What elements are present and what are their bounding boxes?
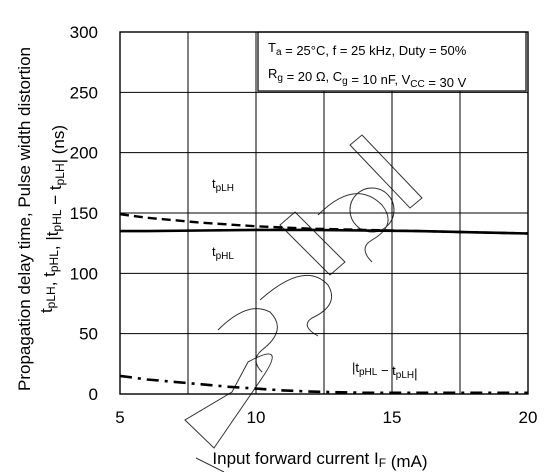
y-axis-title-line-2: tpLH, tpHL, |tpHL − tpLH| (ns) — [37, 125, 68, 313]
label-tplh: tpLH — [212, 176, 234, 194]
conditions-box — [257, 31, 527, 92]
y-tick-label: 0 — [89, 385, 98, 404]
series-group — [119, 213, 529, 395]
y-tick-label: 50 — [79, 325, 98, 344]
x-tick-label: 20 — [519, 408, 538, 427]
y-axis-title-line-1: Propagation delay time, Pulse width dist… — [15, 47, 34, 391]
conditions-line-1: Ta = 25°C, f = 25 kHz, Duty = 50% — [268, 40, 467, 58]
x-tick-label: 10 — [247, 408, 266, 427]
y-tick-labels: 0 50 100 150 200 250 300 — [70, 23, 98, 404]
y-tick-label: 200 — [70, 144, 98, 163]
label-tphl-minus-tplh: |tpHL − tpLH| — [352, 360, 418, 381]
label-tphl: tpHL — [212, 244, 234, 262]
y-tick-label: 300 — [70, 23, 98, 42]
plot-frame — [119, 31, 529, 395]
series-line-1 — [120, 228, 529, 235]
x-tick-label: 5 — [115, 408, 124, 427]
series-line-2 — [119, 374, 528, 395]
y-tick-label: 100 — [70, 264, 98, 283]
y-tick-label: 250 — [70, 83, 98, 102]
watermark — [184, 134, 423, 472]
y-tick-label: 150 — [70, 204, 98, 223]
x-axis-title: Input forward current IF (mA) — [212, 449, 427, 471]
conditions-line-2: Rg = 20 Ω, Cg = 10 nF, VCC = 30 V — [268, 66, 467, 90]
x-tick-label: 15 — [383, 408, 402, 427]
x-tick-labels: 5 10 15 20 — [115, 408, 537, 427]
